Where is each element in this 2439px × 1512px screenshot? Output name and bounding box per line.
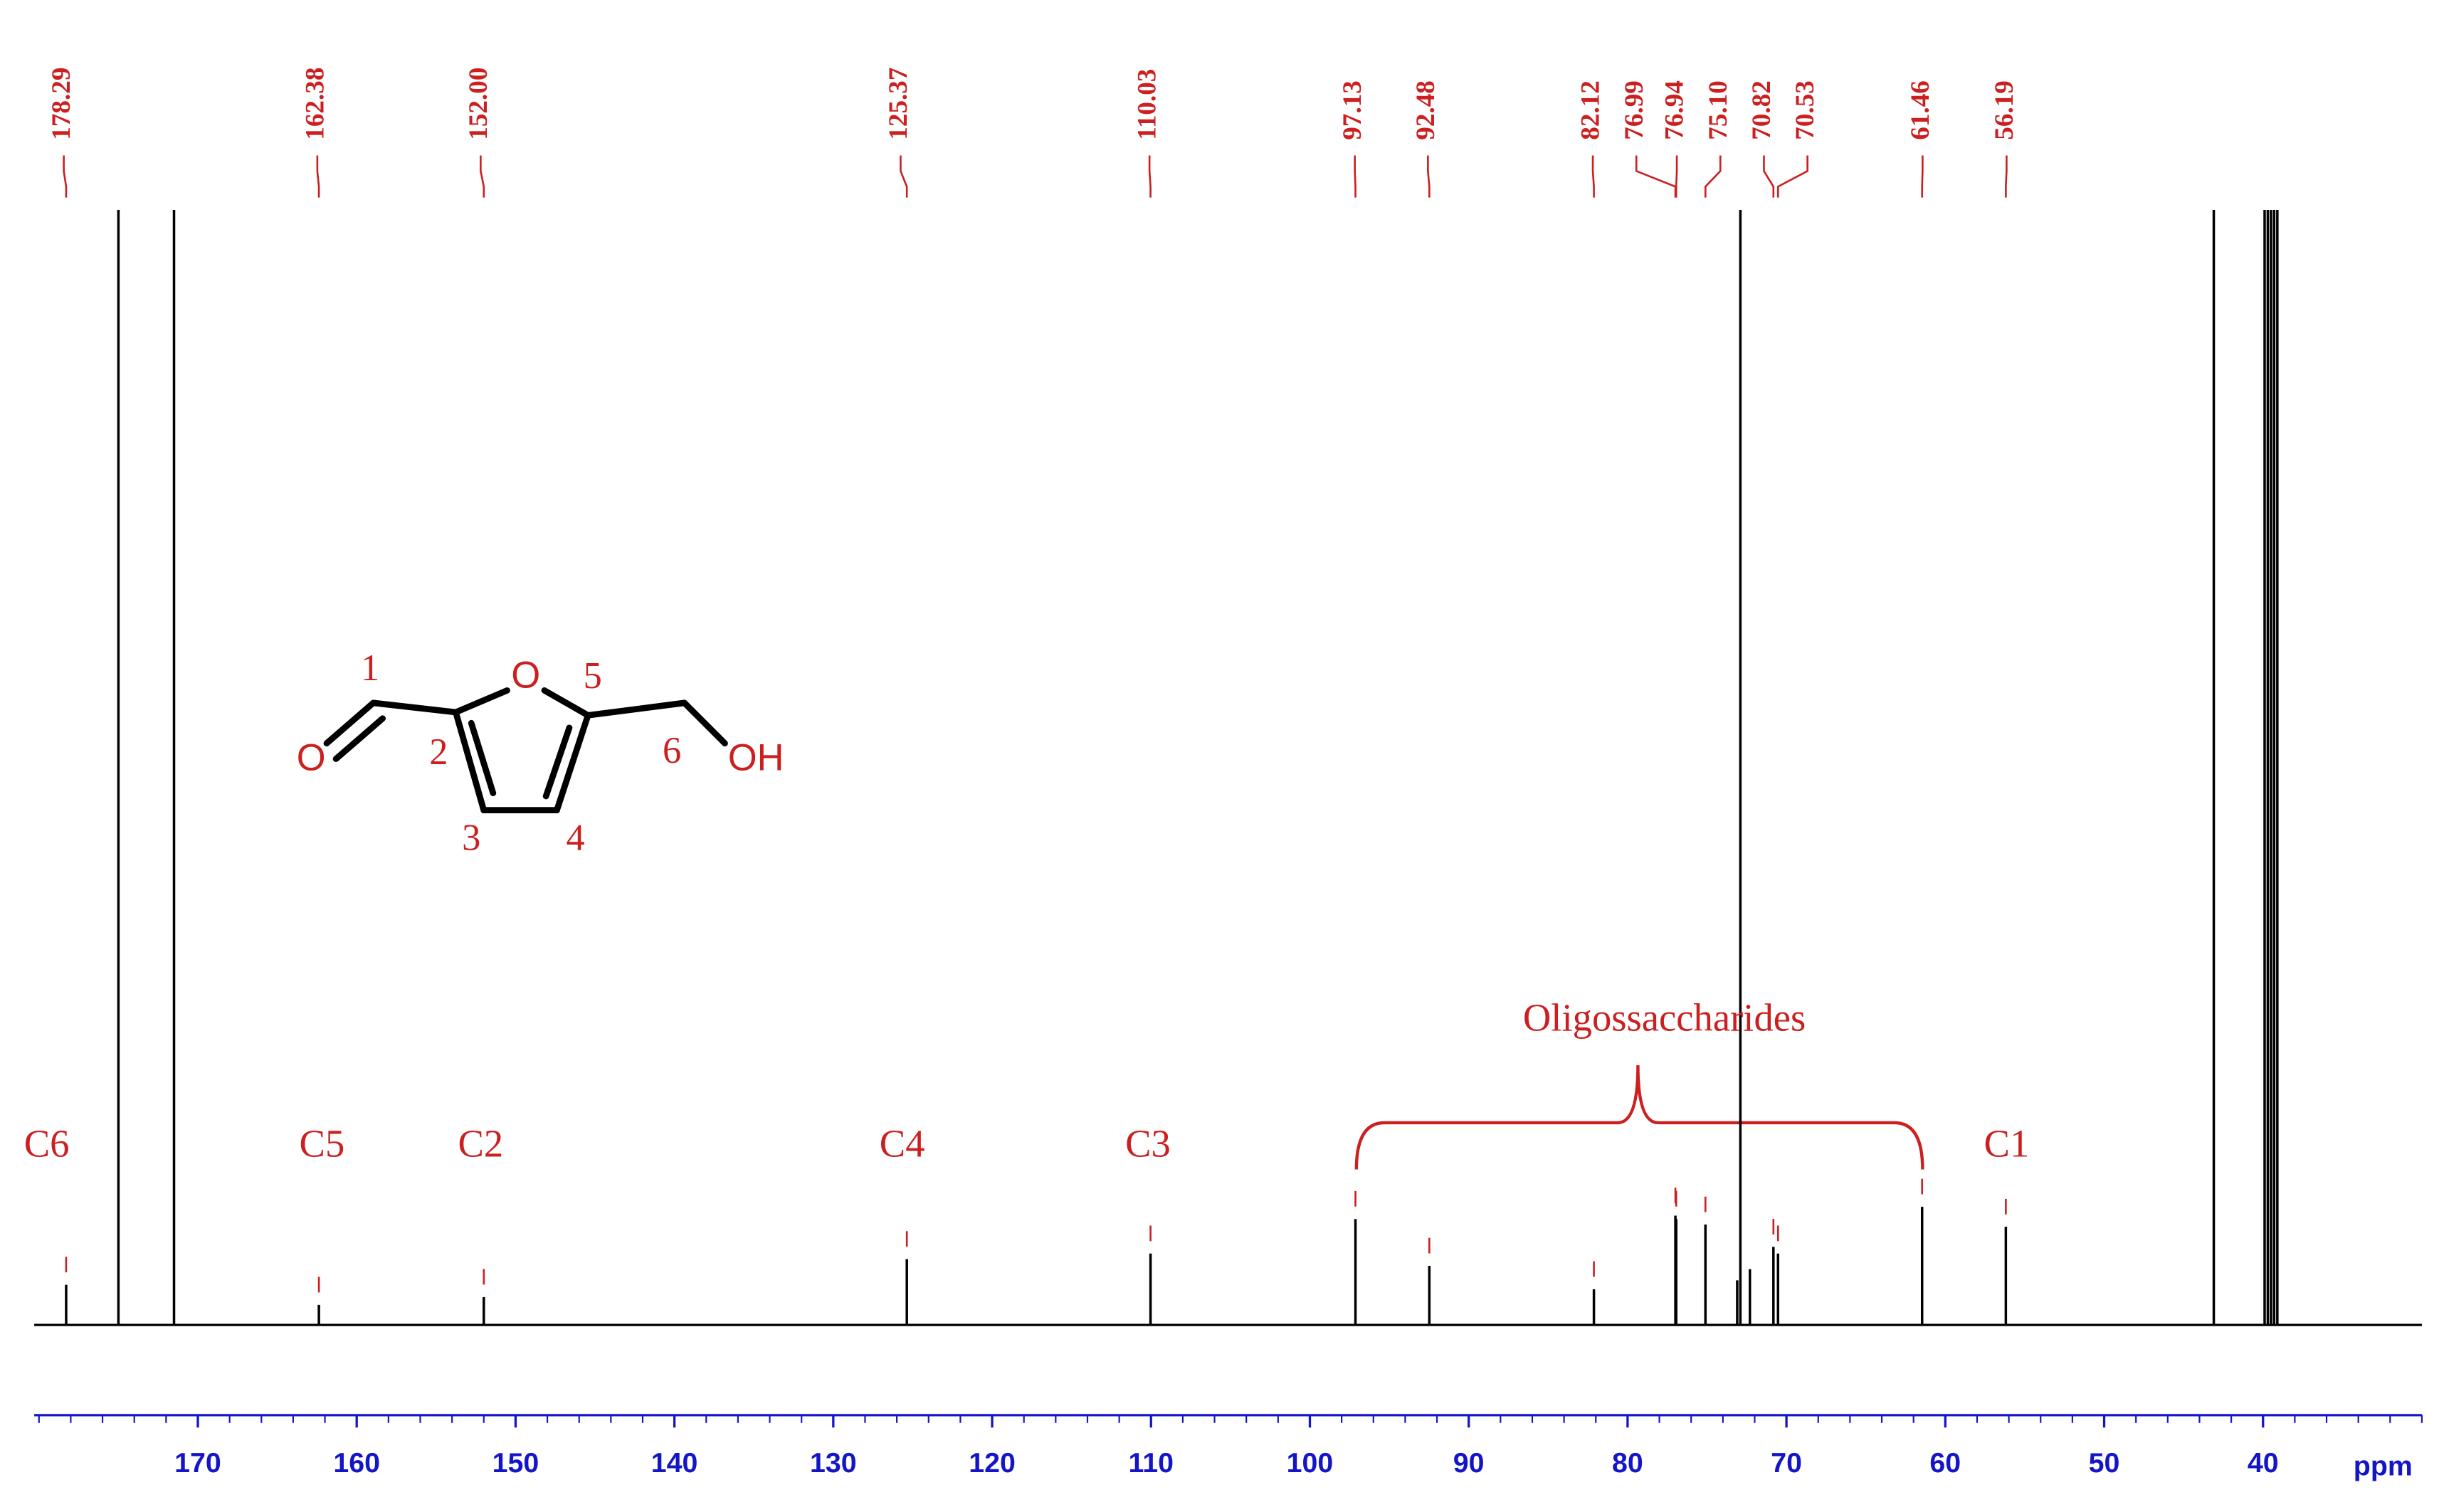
- x-tick-label: 130: [810, 1447, 857, 1479]
- x-tick-label: 50: [2089, 1447, 2120, 1479]
- atom-label: O: [297, 738, 326, 779]
- bond: [332, 715, 386, 762]
- peak-label: 70.82: [1747, 80, 1776, 140]
- bond: [542, 724, 573, 800]
- bond: [681, 699, 728, 747]
- atom-number: 5: [584, 655, 602, 697]
- annotation: C6: [24, 1121, 70, 1165]
- peak-connector: [1591, 155, 1595, 198]
- atom-number: 1: [361, 647, 379, 689]
- peak-connector: [63, 155, 68, 198]
- atom-number: 2: [429, 731, 448, 773]
- peak-label: 76.94: [1660, 80, 1690, 140]
- peak-label: 125.37: [884, 68, 913, 140]
- x-tick-label: 90: [1453, 1447, 1485, 1479]
- x-tick-label: 80: [1612, 1447, 1643, 1479]
- atom-number: 6: [663, 730, 681, 771]
- bond: [323, 699, 376, 747]
- peak-label: 76.99: [1620, 80, 1649, 140]
- x-tick-label: 40: [2248, 1447, 2279, 1479]
- peak-label: 162.38: [300, 68, 330, 140]
- x-tick-label: 170: [174, 1447, 221, 1479]
- peak-label: 56.19: [1990, 80, 2019, 140]
- bracket: [1354, 1065, 1924, 1170]
- annotation: C1: [1984, 1121, 2030, 1165]
- peak-label: 92.48: [1411, 80, 1440, 140]
- x-tick-label: 100: [1287, 1447, 1334, 1479]
- peak-label: 97.13: [1338, 80, 1367, 140]
- structure: [323, 687, 728, 814]
- bond: [468, 719, 497, 796]
- annotation: C3: [1125, 1121, 1171, 1165]
- atom-label: OH: [728, 738, 784, 779]
- x-axis-label: ppm: [2354, 1451, 2413, 1482]
- annotation: C4: [880, 1121, 925, 1165]
- peak-connector: [1921, 155, 1924, 198]
- x-tick-label: 160: [333, 1447, 380, 1479]
- bond: [584, 699, 688, 719]
- peak-label: 61.46: [1906, 80, 1935, 140]
- peak-connector: [1427, 155, 1431, 198]
- peak-label: 178.29: [47, 68, 76, 140]
- x-tick-label: 60: [1929, 1447, 1961, 1479]
- peak-connector: [1763, 155, 1775, 198]
- peak-label: 75.10: [1704, 80, 1733, 140]
- bond: [541, 687, 591, 719]
- bond: [554, 712, 591, 814]
- annotation: C2: [458, 1121, 503, 1165]
- peak-label: 70.53: [1791, 80, 1820, 140]
- peak-connector: [1675, 155, 1678, 198]
- atom-number: 4: [567, 817, 585, 858]
- peak-connector: [1148, 155, 1152, 198]
- peak-connector: [1776, 155, 1808, 198]
- peak-label: 82.12: [1576, 80, 1606, 140]
- x-tick-label: 120: [969, 1447, 1016, 1479]
- peak-label: 110.03: [1133, 69, 1162, 140]
- bond: [370, 699, 459, 716]
- atom-label: O: [511, 655, 540, 697]
- peak-connector: [480, 155, 485, 198]
- peak-connector: [316, 155, 320, 198]
- atom-number: 3: [462, 817, 480, 858]
- peak-connector: [1354, 155, 1357, 198]
- peak-connector: [900, 155, 908, 198]
- x-tick-label: 70: [1771, 1447, 1802, 1479]
- x-tick-label: 110: [1129, 1447, 1174, 1479]
- annotation: Oligossaccharides: [1523, 995, 1806, 1039]
- x-tick-label: 150: [492, 1447, 539, 1479]
- bond: [453, 687, 510, 716]
- x-tick-label: 140: [651, 1447, 698, 1479]
- peak-label: 152.00: [464, 68, 493, 140]
- peak-connector: [1635, 155, 1677, 198]
- annotation: C5: [300, 1121, 345, 1165]
- bond: [453, 709, 488, 814]
- peak-connector: [1704, 155, 1722, 198]
